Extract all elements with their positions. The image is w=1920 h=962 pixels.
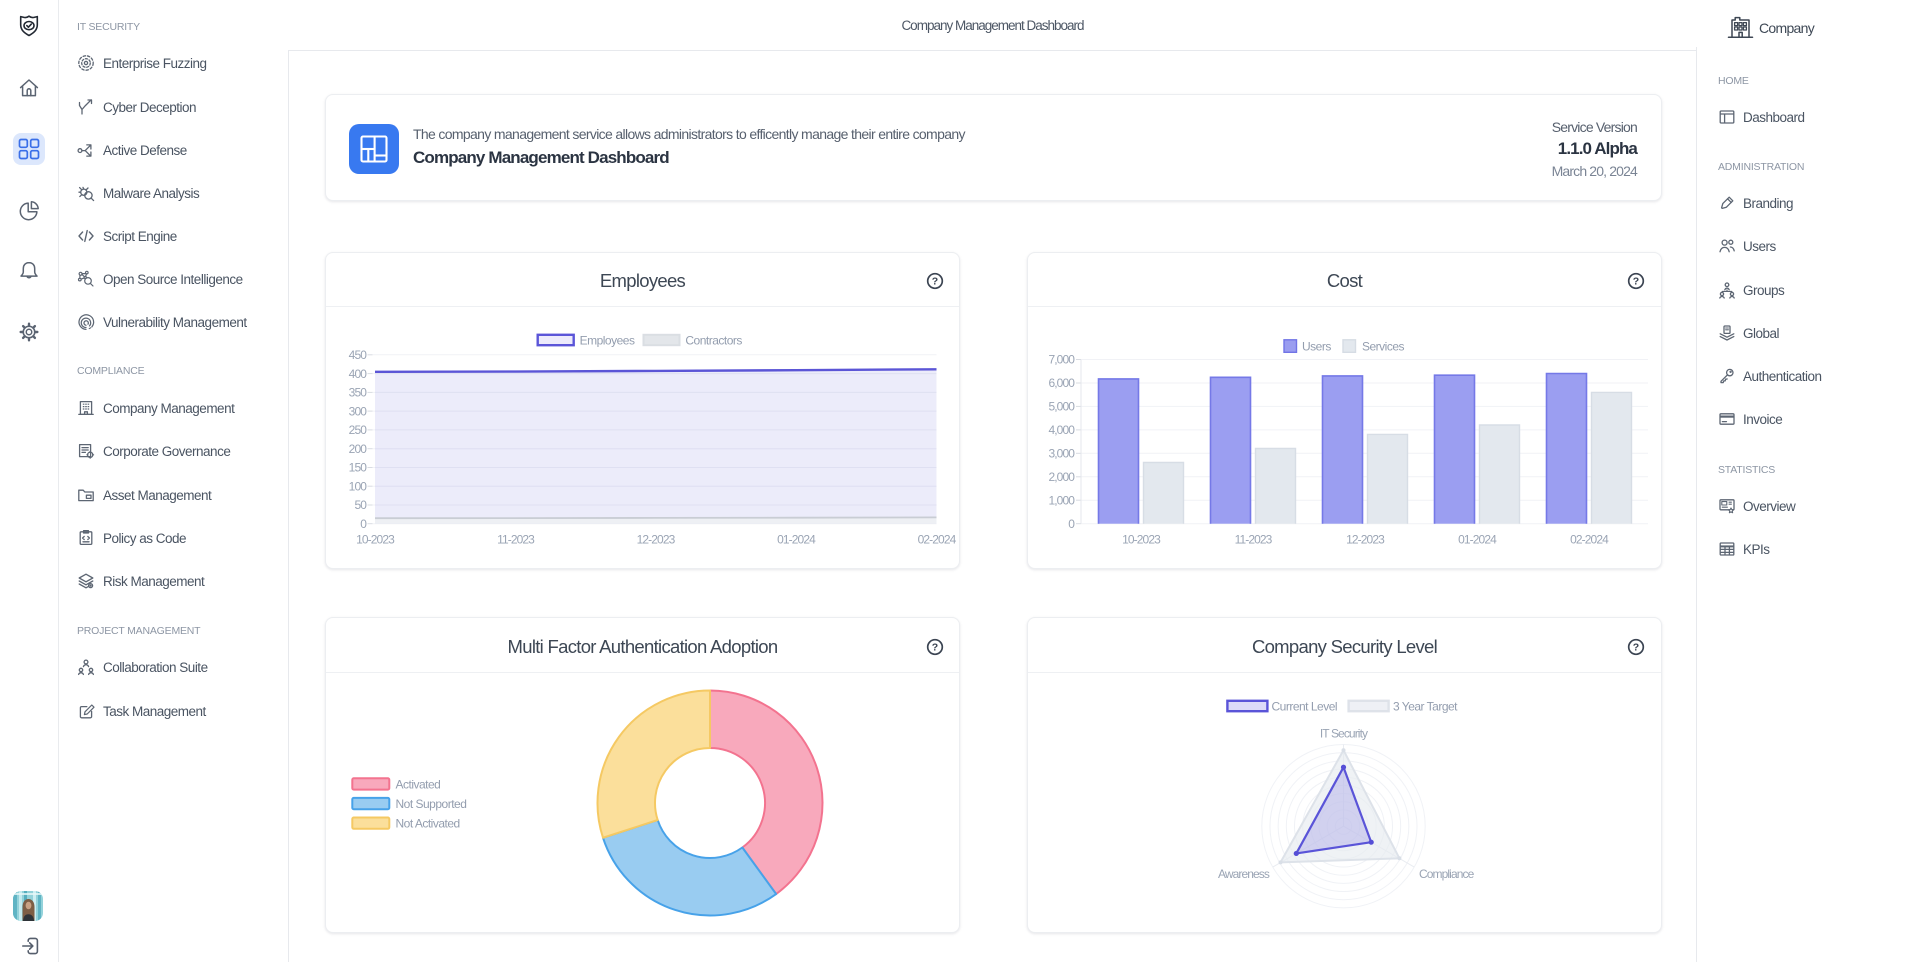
svg-text:3,000: 3,000	[1048, 447, 1075, 461]
svg-text:Activated: Activated	[396, 777, 441, 791]
svg-text:5,000: 5,000	[1048, 400, 1075, 414]
svg-text:3 Year Target: 3 Year Target	[1393, 700, 1458, 714]
svg-text:10-2023: 10-2023	[356, 533, 395, 547]
svg-text:7,000: 7,000	[1048, 353, 1075, 367]
svg-text:100: 100	[349, 479, 368, 493]
svg-text:02-2024: 02-2024	[918, 533, 957, 547]
svg-text:11-2023: 11-2023	[1235, 533, 1273, 547]
svg-text:02-2024: 02-2024	[1570, 533, 1609, 547]
svg-text:?: ?	[931, 642, 937, 654]
svg-text:Compliance: Compliance	[1419, 867, 1475, 881]
svg-text:4,000: 4,000	[1048, 423, 1075, 437]
svg-text:11-2023: 11-2023	[497, 533, 535, 547]
svg-text:Not Supported: Not Supported	[396, 797, 467, 811]
svg-text:?: ?	[1632, 642, 1638, 654]
svg-text:IT Security: IT Security	[1320, 727, 1368, 741]
svg-text:?: ?	[931, 276, 937, 288]
svg-text:Employees: Employees	[580, 334, 635, 348]
svg-text:0: 0	[1068, 517, 1075, 531]
svg-text:Contractors: Contractors	[685, 334, 742, 348]
svg-text:01-2024: 01-2024	[777, 533, 816, 547]
svg-text:12-2023: 12-2023	[637, 533, 676, 547]
svg-text:300: 300	[349, 404, 368, 418]
svg-text:Users: Users	[1302, 339, 1331, 353]
svg-text:Current Level: Current Level	[1272, 700, 1338, 714]
svg-text:200: 200	[349, 442, 368, 456]
svg-text:12-2023: 12-2023	[1346, 533, 1385, 547]
svg-text:350: 350	[349, 386, 368, 400]
svg-text:450: 450	[349, 348, 368, 362]
svg-text:01-2024: 01-2024	[1458, 533, 1497, 547]
svg-text:150: 150	[349, 461, 368, 475]
svg-text:50: 50	[354, 498, 367, 512]
svg-text:10-2023: 10-2023	[1122, 533, 1161, 547]
svg-text:?: ?	[1632, 276, 1638, 288]
svg-text:Not Activated: Not Activated	[396, 817, 460, 831]
svg-text:250: 250	[349, 423, 368, 437]
svg-text:Services: Services	[1362, 339, 1405, 353]
svg-text:400: 400	[349, 367, 368, 381]
svg-text:2,000: 2,000	[1048, 470, 1075, 484]
svg-text:Awareness: Awareness	[1218, 867, 1270, 881]
svg-text:6,000: 6,000	[1048, 376, 1075, 390]
svg-text:0: 0	[360, 517, 367, 531]
svg-text:1,000: 1,000	[1048, 493, 1075, 507]
